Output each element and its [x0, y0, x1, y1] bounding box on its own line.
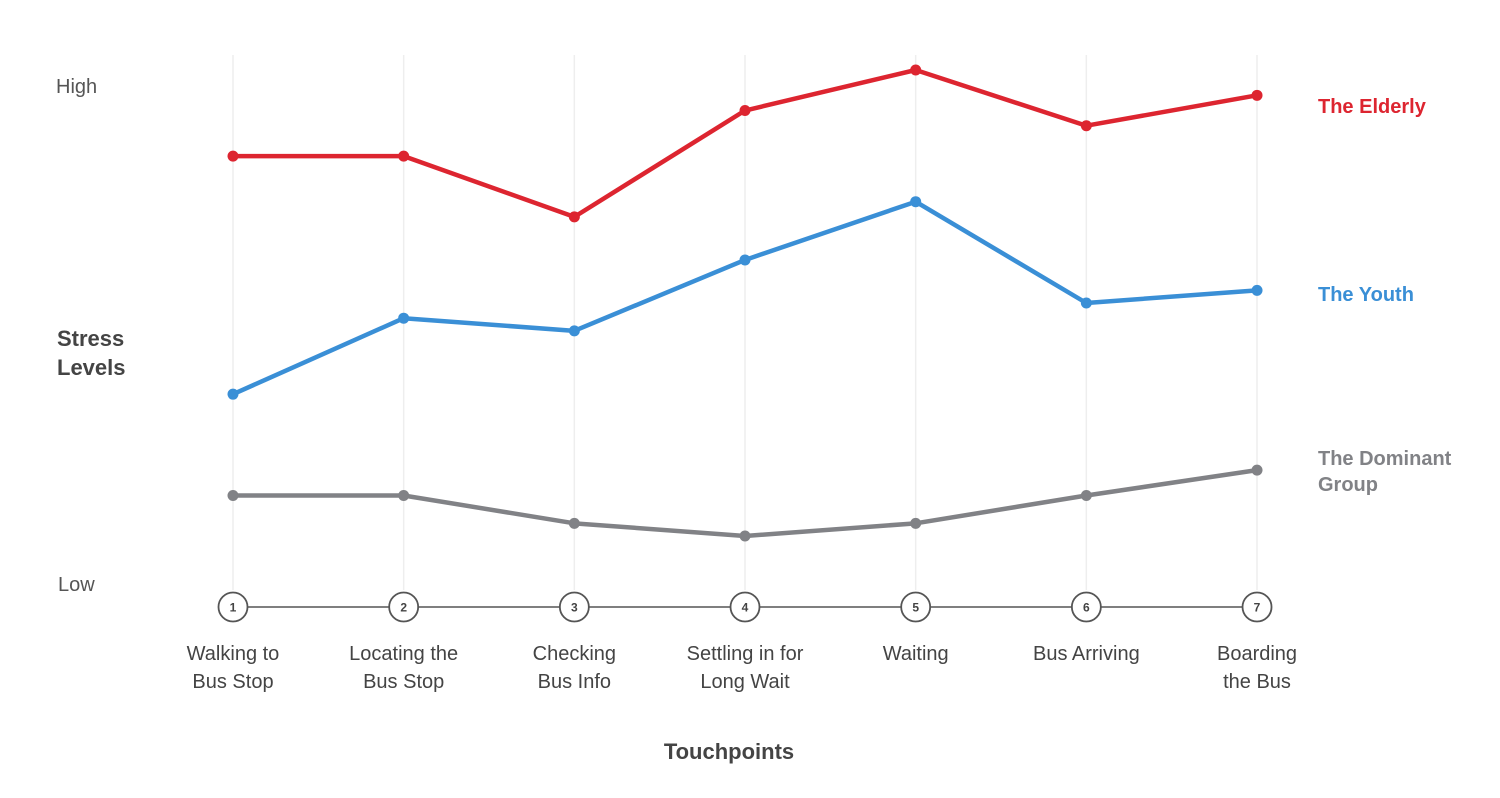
y-tick-high: High — [56, 76, 97, 98]
step-marker — [388, 591, 420, 623]
category-label: Waiting — [883, 643, 949, 665]
touchpoint-axis: 1 Walking to Bus Stop 2 Locating the Bus Stop… — [187, 591, 1297, 693]
step-marker — [1241, 591, 1273, 623]
data-point — [1251, 284, 1263, 296]
data-point — [739, 530, 751, 542]
data-point — [227, 150, 239, 162]
step-marker — [729, 591, 761, 623]
data-point — [1080, 489, 1092, 501]
step-number: 1 — [230, 601, 237, 615]
y-axis-title: Stress Levels — [57, 326, 126, 380]
category-label: Locating the Bus Stop — [349, 643, 458, 693]
series-label-the-dominant-group: The Dominant Group — [1318, 448, 1452, 496]
data-point — [568, 211, 580, 223]
data-point — [910, 196, 922, 208]
data-point — [739, 254, 751, 266]
series-label-the-elderly: The Elderly — [1318, 96, 1427, 118]
step-number: 6 — [1083, 601, 1090, 615]
data-point — [910, 517, 922, 529]
data-point — [1251, 89, 1263, 101]
series-labels: The Elderly The Youth The Dominant Group — [1318, 96, 1452, 496]
data-point — [910, 64, 922, 76]
data-point — [227, 388, 239, 400]
data-point — [398, 312, 410, 324]
step-number: 7 — [1254, 601, 1261, 615]
data-point — [1080, 120, 1092, 132]
data-point — [398, 150, 410, 162]
grid-lines — [232, 55, 1258, 590]
category-label: Boarding the Bus — [1217, 643, 1297, 693]
step-marker — [900, 591, 932, 623]
category-label: Checking Bus Info — [533, 643, 616, 693]
series-label-the-youth: The Youth — [1318, 284, 1414, 306]
series-lines — [227, 64, 1263, 542]
step-number: 4 — [742, 601, 749, 615]
step-number: 2 — [400, 601, 407, 615]
data-point — [1251, 464, 1263, 476]
y-tick-low: Low — [58, 574, 95, 596]
step-number: 3 — [571, 601, 578, 615]
category-label: Settling in for Long Wait — [687, 643, 804, 693]
data-point — [227, 489, 239, 501]
data-point — [739, 105, 751, 117]
x-axis-title: Touchpoints — [664, 739, 794, 764]
data-point — [398, 489, 410, 501]
data-point — [568, 517, 580, 529]
step-marker — [217, 591, 249, 623]
category-label: Bus Arriving — [1033, 643, 1140, 665]
category-label: Walking to Bus Stop — [187, 643, 280, 693]
step-marker — [1070, 591, 1102, 623]
step-marker — [558, 591, 590, 623]
data-point — [1080, 297, 1092, 309]
step-number: 5 — [912, 601, 919, 615]
data-point — [568, 325, 580, 337]
